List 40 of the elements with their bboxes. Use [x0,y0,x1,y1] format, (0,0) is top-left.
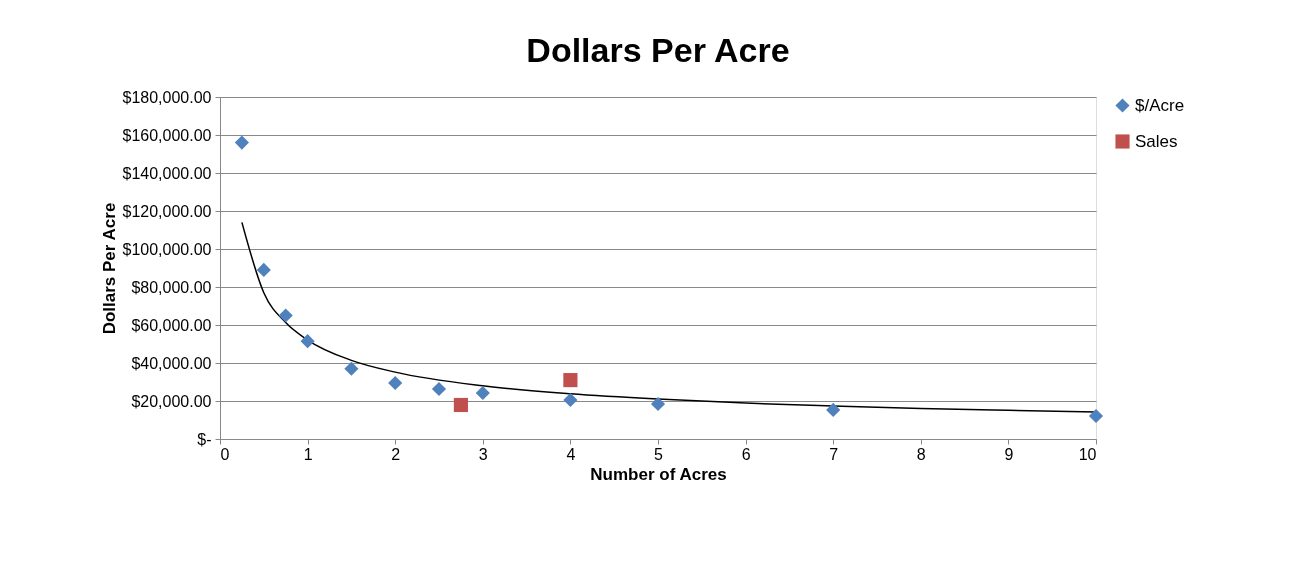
x-tick-label: 5 [654,445,664,463]
point [563,373,578,388]
chart-title: Dollars Per Acre [526,31,790,69]
x-tick-label: 8 [916,445,926,463]
point [650,396,666,412]
point [431,381,447,397]
x-tick-label: 6 [741,445,751,463]
y-axis-title: Dollars Per Acre [99,202,119,335]
x-tick-label: 2 [391,445,401,463]
legend-label: Sales [1135,131,1178,151]
y-tick-label: $140,000.00 [122,164,212,182]
point [256,262,271,277]
x-tick-label: 9 [1004,445,1014,463]
x-tick-label: 4 [566,445,576,463]
point [234,135,249,150]
legend-label: $/Acre [1135,95,1185,115]
point [344,361,359,376]
point [278,308,293,323]
point [388,375,403,391]
point [300,334,315,349]
y-tick-label: $40,000.00 [131,354,212,372]
point [563,392,578,408]
y-tick-label: $20,000.00 [131,392,212,410]
x-tick-label: 0 [220,445,230,463]
point [1088,408,1104,424]
x-tick-label: 10 [1078,445,1097,463]
point [826,402,841,417]
point [475,385,490,401]
x-tick-label: 1 [303,445,313,463]
x-axis-title: Number of Acres [590,464,727,484]
x-tick-label: 7 [829,445,839,463]
y-tick-label: $160,000.00 [122,126,212,144]
y-tick-label: $60,000.00 [131,316,212,334]
y-tick-label: $100,000.00 [122,240,212,258]
y-tick-label: $120,000.00 [122,202,212,220]
y-tick-label: $180,000.00 [122,88,212,106]
y-tick-label: $- [197,430,212,448]
point [453,397,468,413]
x-tick-label: 3 [478,445,488,463]
y-tick-label: $80,000.00 [131,278,212,296]
